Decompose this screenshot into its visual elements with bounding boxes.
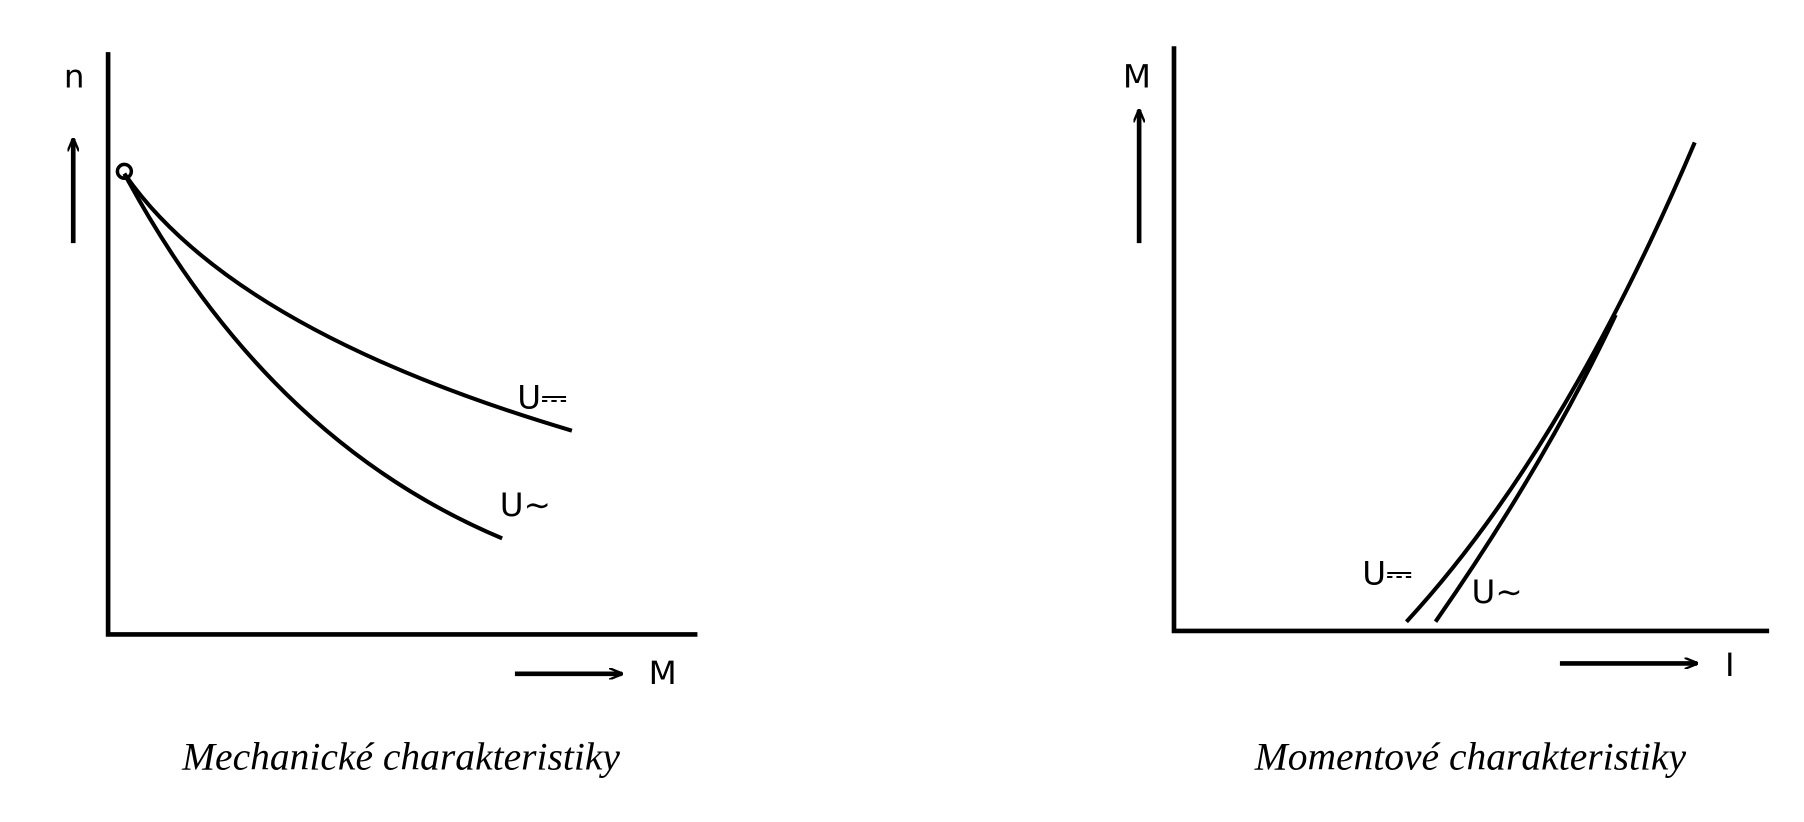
curve-ac bbox=[122, 172, 503, 541]
curve-label: U∼ bbox=[500, 486, 551, 524]
mechanical-chart: n M U⎓ U∼ Mechanické charakteristiky bbox=[64, 52, 698, 779]
start-point bbox=[115, 162, 134, 181]
curve-dc bbox=[1404, 141, 1697, 624]
axes bbox=[1171, 46, 1770, 634]
y-axis-label: n bbox=[64, 58, 85, 96]
curve-dc bbox=[122, 172, 573, 433]
curve-label: U∼ bbox=[1472, 573, 1523, 611]
axes bbox=[105, 52, 698, 637]
x-axis-label: I bbox=[1725, 646, 1735, 684]
y-axis-label: M bbox=[1123, 58, 1151, 96]
x-axis-label: M bbox=[649, 654, 677, 692]
curve-ac bbox=[1433, 314, 1618, 623]
caption: Mechanické charakteristiky bbox=[181, 735, 620, 779]
torque-chart: M I U⎓ U∼ Momentové charakteristiky bbox=[1123, 46, 1770, 779]
caption: Momentové charakteristiky bbox=[1254, 735, 1687, 779]
curve-label: U⎓ bbox=[517, 378, 567, 416]
curve-label: U⎓ bbox=[1362, 554, 1412, 592]
